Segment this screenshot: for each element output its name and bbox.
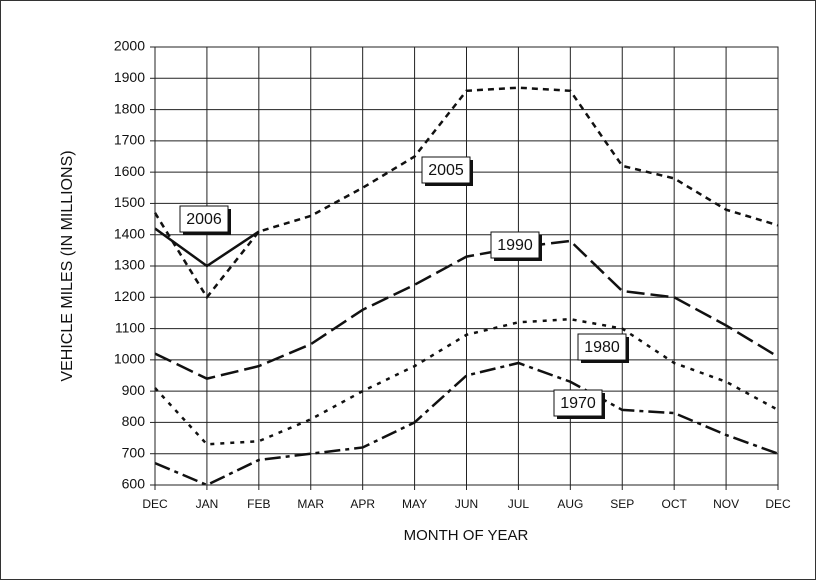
- x-tick-label: JUL: [508, 497, 530, 511]
- y-tick-label: 1200: [114, 288, 145, 304]
- x-tick-label: JUN: [455, 497, 478, 511]
- x-tick-label: MAR: [297, 497, 324, 511]
- y-tick-label: 1500: [114, 194, 145, 210]
- y-tick-label: 1900: [114, 69, 145, 85]
- y-tick-label: 2000: [114, 38, 145, 54]
- x-axis-label: MONTH OF YEAR: [404, 527, 529, 544]
- label-box: [577, 333, 627, 361]
- series-label: 2005: [428, 162, 464, 179]
- x-tick-label: DEC: [765, 497, 791, 511]
- x-tick-label: MAY: [402, 497, 427, 511]
- x-tick-label: OCT: [661, 497, 687, 511]
- plot-border: [154, 46, 779, 486]
- y-tick-label: 700: [122, 444, 146, 460]
- label-box: [179, 205, 229, 233]
- y-tick-label: 600: [122, 476, 146, 492]
- y-tick-label: 1100: [115, 319, 145, 335]
- x-tick-label: APR: [350, 497, 375, 511]
- y-tick-label: 1700: [114, 132, 145, 148]
- y-tick-label: 1400: [114, 225, 145, 241]
- y-tick-label: 900: [122, 382, 146, 398]
- series-line: [154, 239, 779, 380]
- series-label: 1970: [560, 395, 596, 412]
- series-line: [154, 317, 779, 446]
- y-tick-label: 1600: [114, 163, 145, 179]
- y-tick-label: 1800: [114, 100, 145, 116]
- y-tick-label: 1000: [114, 351, 145, 367]
- series-label: 1980: [584, 339, 620, 356]
- series-line: [153, 86, 779, 300]
- y-axis-label: VEHICLE MILES (IN MILLIONS): [59, 150, 76, 381]
- series-line: [154, 361, 779, 487]
- x-tick-label: FEB: [247, 497, 270, 511]
- x-tick-label: DEC: [142, 497, 168, 511]
- x-tick-label: NOV: [713, 497, 739, 511]
- x-tick-label: SEP: [610, 497, 634, 511]
- y-tick-label: 800: [122, 413, 146, 429]
- x-tick-label: JAN: [196, 497, 219, 511]
- x-tick-label: AUG: [557, 497, 583, 511]
- label-box: [490, 231, 540, 259]
- series-label: 2006: [186, 211, 222, 228]
- y-tick-label: 1300: [114, 257, 145, 273]
- series-label: 1990: [497, 237, 533, 254]
- label-box: [421, 156, 471, 184]
- label-box: [553, 389, 603, 417]
